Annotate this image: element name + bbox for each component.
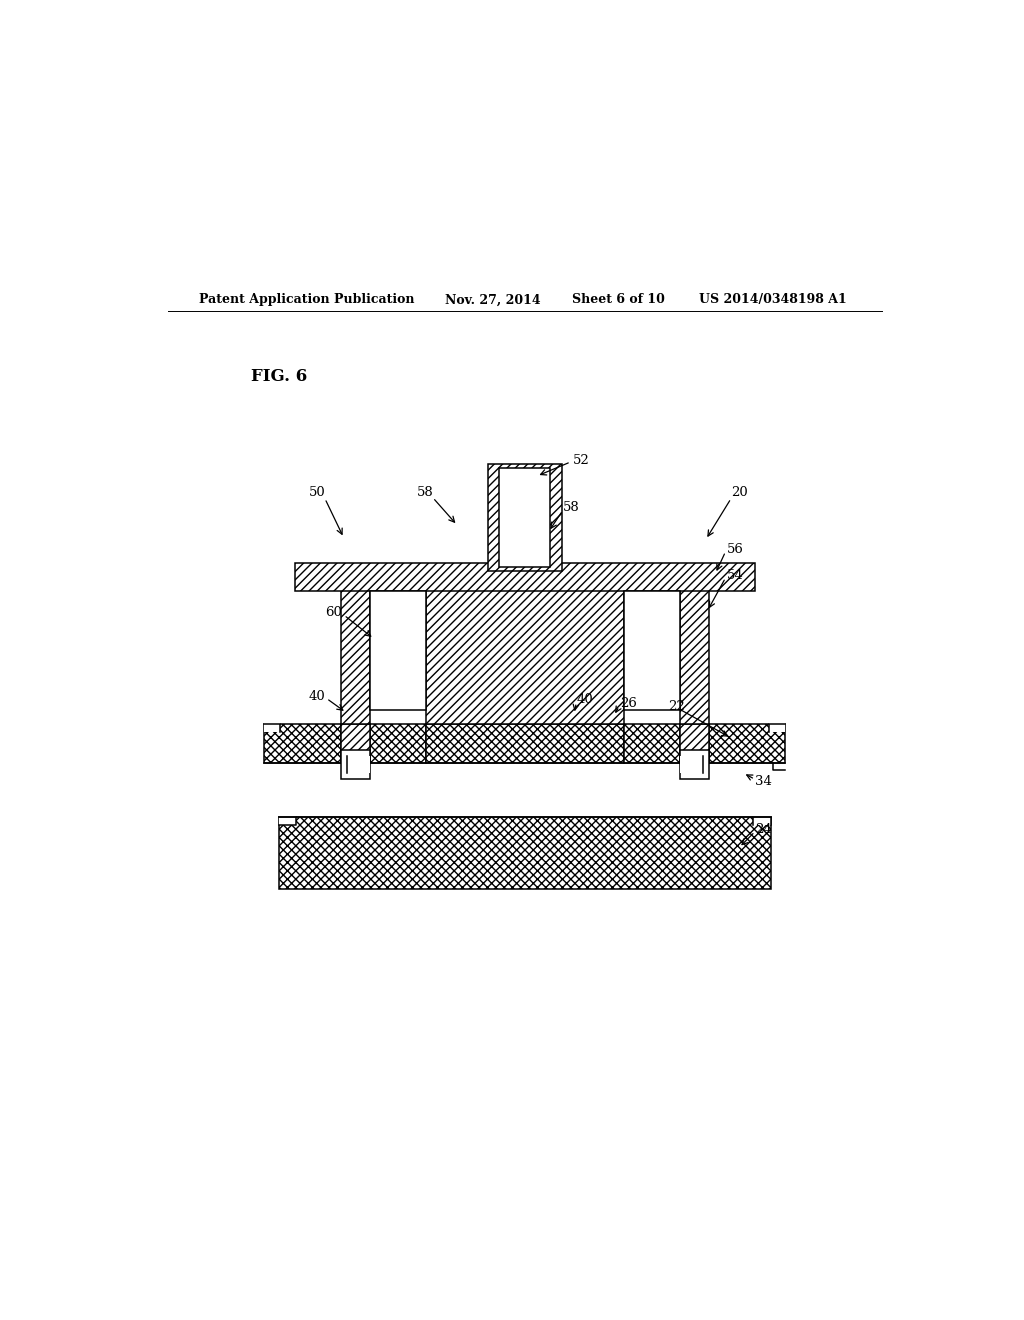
Bar: [341, 587, 370, 723]
Bar: [370, 723, 426, 763]
Bar: [680, 756, 702, 774]
Text: 26: 26: [620, 697, 637, 710]
Bar: [347, 756, 370, 774]
Bar: [370, 591, 426, 710]
Text: 50: 50: [308, 486, 326, 499]
Text: FIG. 6: FIG. 6: [251, 368, 307, 385]
Text: 22: 22: [668, 700, 684, 713]
Text: 56: 56: [727, 543, 744, 556]
Bar: [264, 723, 341, 763]
Bar: [279, 817, 771, 888]
Bar: [426, 572, 624, 723]
Bar: [680, 750, 709, 779]
Bar: [769, 715, 785, 731]
Bar: [709, 723, 785, 763]
Bar: [624, 723, 680, 763]
Text: 24: 24: [755, 822, 772, 836]
Text: 60: 60: [326, 606, 342, 619]
Text: 58: 58: [417, 486, 434, 499]
Bar: [680, 587, 709, 723]
Text: 40: 40: [308, 690, 325, 704]
Text: 58: 58: [563, 502, 580, 515]
Bar: [500, 469, 550, 568]
Bar: [264, 715, 281, 731]
Text: Sheet 6 of 10: Sheet 6 of 10: [572, 293, 666, 306]
Text: 52: 52: [572, 454, 589, 467]
Bar: [279, 809, 296, 825]
Bar: [426, 723, 624, 763]
Bar: [341, 750, 370, 779]
Text: Nov. 27, 2014: Nov. 27, 2014: [445, 293, 541, 306]
Text: Patent Application Publication: Patent Application Publication: [200, 293, 415, 306]
Text: 40: 40: [577, 693, 593, 706]
Bar: [680, 723, 709, 763]
Text: 34: 34: [755, 775, 772, 788]
Bar: [487, 465, 562, 572]
Text: 20: 20: [731, 486, 748, 499]
Bar: [295, 564, 755, 591]
Text: 54: 54: [727, 569, 743, 582]
Bar: [754, 809, 771, 825]
Bar: [624, 591, 680, 710]
Text: US 2014/0348198 A1: US 2014/0348198 A1: [699, 293, 847, 306]
Bar: [341, 723, 370, 763]
